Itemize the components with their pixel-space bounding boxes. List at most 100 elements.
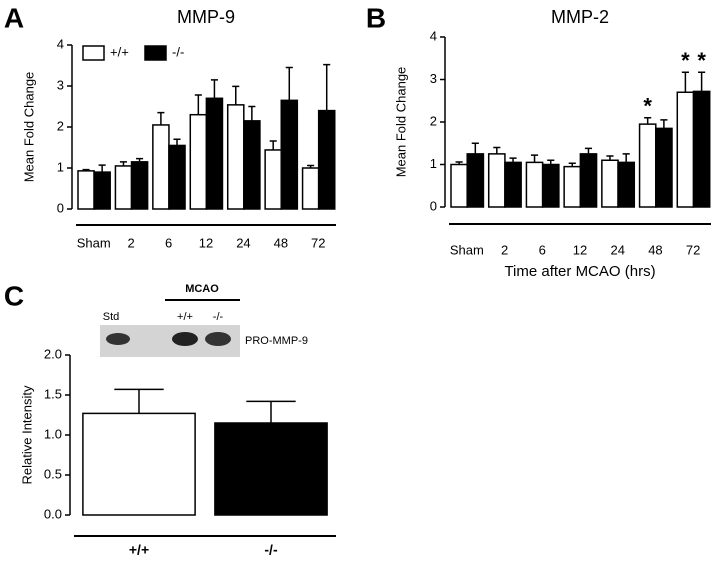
bar	[617, 161, 636, 208]
blot-band	[106, 333, 130, 345]
blot-label: PRO-MMP-9	[245, 335, 308, 347]
error-bar	[98, 164, 106, 173]
bar	[214, 422, 328, 516]
error-bar	[210, 79, 218, 99]
chart-panel: B MMP-2 Mean Fold Change Time after MCAO (h…	[366, 2, 711, 280]
error-bar	[606, 155, 614, 161]
y-tick-label: 1.5	[44, 386, 62, 401]
error-bar	[136, 157, 144, 162]
bar	[504, 161, 522, 208]
bar	[563, 165, 582, 208]
bar	[692, 90, 711, 208]
bar	[466, 153, 485, 208]
panel-letter: A	[4, 2, 24, 33]
legend-swatch	[82, 45, 105, 61]
bar	[114, 165, 133, 210]
bar	[82, 412, 196, 516]
y-tick-label: 0	[430, 198, 437, 213]
bar	[317, 109, 336, 210]
error-bar	[194, 94, 202, 115]
x-tick-label: 2	[501, 242, 508, 257]
error-bar	[232, 85, 240, 105]
error-bar	[269, 140, 277, 150]
y-tick-label: 0.0	[44, 506, 62, 521]
blot-label: Std	[103, 311, 120, 323]
blot-label: -/-	[213, 311, 224, 323]
error-bar	[681, 71, 689, 93]
error-bar	[307, 164, 315, 168]
legend-label: +/+	[110, 44, 129, 59]
y-tick-label: 2	[430, 113, 437, 128]
error-bar	[622, 153, 630, 163]
chart-title: MMP-9	[177, 7, 235, 27]
error-bar	[246, 400, 296, 423]
x-tick-label: 24	[610, 242, 624, 257]
error-bar	[568, 162, 576, 167]
bar	[189, 113, 208, 210]
bar	[655, 127, 673, 208]
bar	[264, 149, 282, 210]
error-bar	[248, 105, 256, 121]
y-tick-label: 0.5	[44, 466, 62, 481]
error-bar	[530, 154, 539, 163]
bar	[130, 161, 149, 210]
x-tick-label: 12	[199, 235, 213, 250]
y-tick-label: 4	[57, 36, 64, 51]
y-axis-label: Relative Intensity	[19, 385, 34, 484]
significance-mark: *	[697, 48, 706, 73]
y-tick-label: 0	[57, 200, 64, 215]
y-tick-label: 3	[430, 71, 437, 86]
x-tick-label: 12	[573, 242, 587, 257]
error-bar	[471, 142, 479, 154]
legend-swatch	[144, 45, 167, 61]
bar	[168, 144, 186, 210]
bar	[579, 153, 598, 208]
chart-panel: C Relative Intensity 0.0 0.5 1.0 1.5 2.0 +/+ -/-	[4, 280, 336, 558]
bar	[93, 171, 111, 210]
x-tick-label: 2	[128, 235, 135, 250]
error-bar	[493, 146, 501, 154]
y-tick-label: 3	[57, 77, 64, 92]
x-tick-label: 72	[686, 242, 700, 257]
legend-label: -/-	[172, 44, 184, 59]
bar	[601, 159, 619, 208]
error-bar	[698, 71, 706, 92]
x-tick-label: 48	[274, 235, 288, 250]
y-tick-label: 2	[57, 118, 64, 133]
error-bar	[509, 157, 517, 163]
x-tick-label: 72	[311, 235, 325, 250]
x-tick-label: 48	[648, 242, 662, 257]
error-bar	[547, 159, 555, 165]
x-tick-label: Sham	[450, 242, 484, 257]
blot-band	[205, 332, 231, 346]
significance-mark: *	[643, 94, 652, 119]
bar	[280, 99, 299, 210]
bar	[226, 104, 245, 210]
error-bar	[323, 63, 331, 111]
bar	[152, 124, 170, 210]
y-tick-label: 1	[57, 159, 64, 174]
error-bar	[173, 138, 181, 146]
error-bar	[455, 161, 463, 165]
blot-label: +/+	[177, 311, 193, 323]
y-axis-label: Mean Fold Change	[21, 72, 36, 183]
bar	[541, 163, 560, 208]
error-bar	[114, 388, 164, 414]
bar	[638, 123, 657, 208]
y-axis-label: Mean Fold Change	[393, 67, 408, 178]
bar	[676, 91, 695, 208]
error-bar	[584, 147, 593, 154]
error-bar	[660, 119, 668, 129]
bar	[243, 120, 261, 210]
western-blot: Std MCAO +/+ -/- PRO-MMP-9	[100, 283, 308, 357]
x-tick-label: Sham	[77, 235, 111, 250]
y-tick-label: 4	[430, 28, 437, 43]
chart-title: MMP-2	[551, 7, 609, 27]
bar	[301, 167, 320, 210]
y-tick-label: 2.0	[44, 346, 62, 361]
error-bar	[119, 161, 128, 166]
error-bar	[157, 111, 165, 125]
blot-band	[172, 332, 198, 346]
bar	[205, 97, 224, 210]
